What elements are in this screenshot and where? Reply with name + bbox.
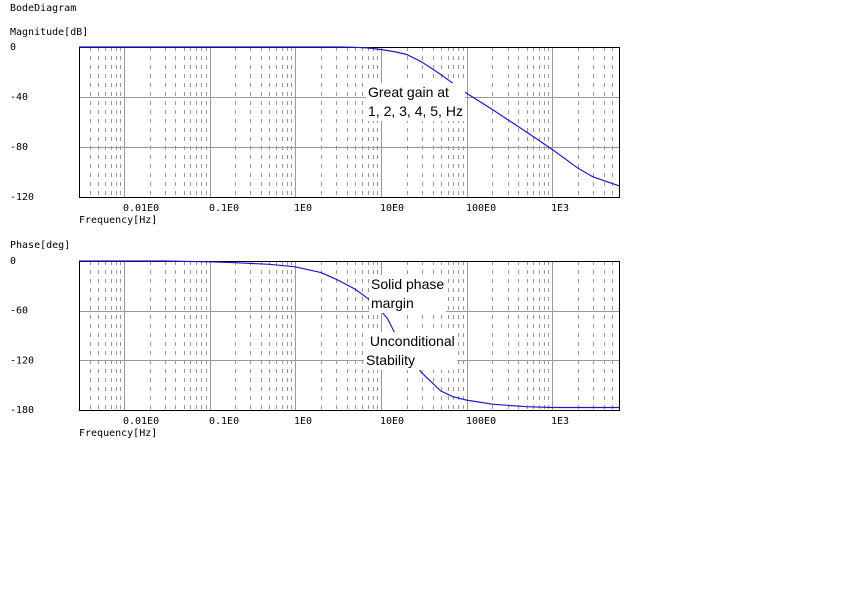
phase-ytick-label: -180 bbox=[10, 405, 34, 416]
magnitude-ytick-label: -120 bbox=[10, 192, 34, 203]
phase-xtick-label: 1E0 bbox=[294, 416, 312, 427]
phase-ytick-label: 0 bbox=[10, 256, 16, 267]
chart-title: BodeDiagram bbox=[10, 3, 77, 14]
phase-xtick-label: 0.01E0 bbox=[123, 416, 159, 427]
phase-ytick-label: -120 bbox=[10, 355, 34, 366]
phase-xaxis-label: Frequency[Hz] bbox=[79, 428, 157, 439]
magnitude-xaxis-label: Frequency[Hz] bbox=[79, 215, 157, 226]
stability-annotation: Unconditional Stability bbox=[364, 332, 457, 370]
magnitude-plot-frame bbox=[79, 47, 620, 198]
magnitude-xtick-label: 0.1E0 bbox=[209, 203, 239, 214]
phase-curve bbox=[79, 260, 619, 409]
magnitude-xtick-label: 0.01E0 bbox=[123, 203, 159, 214]
phase-xtick-label: 1E3 bbox=[551, 416, 569, 427]
gain-annotation: Great gain at 1, 2, 3, 4, 5, Hz bbox=[366, 83, 465, 121]
phase-plot-frame bbox=[79, 261, 620, 411]
magnitude-xtick-label: 1E3 bbox=[551, 203, 569, 214]
magnitude-curve bbox=[79, 46, 620, 187]
magnitude-axis-label: Magnitude[dB] bbox=[10, 27, 89, 38]
magnitude-xtick-label: 1E0 bbox=[294, 203, 312, 214]
magnitude-xtick-label: 100E0 bbox=[466, 203, 496, 214]
magnitude-ytick-label: -80 bbox=[10, 142, 28, 153]
phase-xtick-label: 10E0 bbox=[380, 416, 404, 427]
phase-ytick-label: -60 bbox=[10, 306, 28, 317]
phase-margin-annotation: Solid phase margin bbox=[369, 275, 447, 313]
magnitude-ytick-label: 0 bbox=[10, 42, 16, 53]
phase-axis-label: Phase[deg] bbox=[10, 240, 71, 251]
magnitude-ytick-label: -40 bbox=[10, 92, 28, 103]
magnitude-xtick-label: 10E0 bbox=[380, 203, 404, 214]
phase-xtick-label: 0.1E0 bbox=[209, 416, 239, 427]
phase-xtick-label: 100E0 bbox=[466, 416, 496, 427]
